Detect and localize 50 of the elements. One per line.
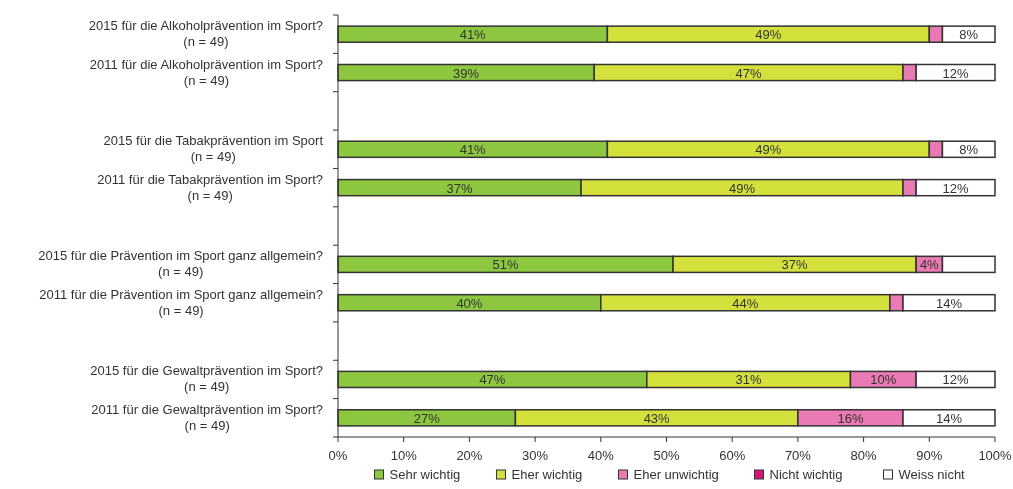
data-label: 40% (456, 295, 483, 311)
legend-label: Sehr wichtig (389, 467, 461, 482)
y-tick-label: 2011 für die Alkoholprävention im Sport? (n = 49) (89, 56, 323, 88)
data-label: 49% (755, 27, 782, 43)
data-label: 49% (755, 142, 782, 158)
x-tick-label: 50% (653, 448, 680, 463)
x-tick-label: 0% (328, 448, 348, 463)
data-label: 27% (413, 410, 441, 426)
data-label: 41% (459, 142, 487, 158)
y-tick-label: 2015 für die Gewaltprävention im Sport? (n = 49) (90, 363, 323, 395)
x-tick-label: 40% (587, 448, 615, 463)
data-label: 37% (781, 257, 809, 273)
data-label: 51% (492, 257, 519, 273)
y-tick-label: 2015 für die Alkoholprävention im Sport? (n = 49) (88, 18, 323, 50)
data-label: 16% (837, 410, 864, 426)
data-label: 8% (959, 142, 979, 158)
x-tick-label: 10% (390, 448, 418, 463)
data-label: 10% (870, 372, 897, 388)
x-tick-label: 90% (916, 448, 943, 463)
data-label: 47% (735, 65, 763, 81)
data-label: 39% (453, 65, 480, 81)
x-tick-label: 100% (978, 448, 1013, 463)
x-tick-label: 30% (522, 448, 549, 463)
data-label: 8% (959, 27, 979, 43)
data-label: 14% (935, 410, 963, 426)
x-tick-label: 80% (850, 448, 878, 463)
data-label: 14% (935, 295, 963, 311)
data-label: 37% (446, 180, 473, 196)
data-label: 12% (942, 180, 970, 196)
data-label: 31% (735, 372, 763, 388)
x-tick-label: 70% (784, 448, 812, 463)
data-label: 12% (942, 65, 970, 81)
y-tick-label: 2015 für die Tabakprävention im Sport (n = 49) (103, 133, 324, 165)
data-label: 41% (459, 27, 487, 43)
y-tick-label: 2011 für die Prävention im Sport ganz allgemein? (n = 49) (39, 286, 323, 318)
data-label: 4% (919, 257, 940, 273)
data-label: 43% (643, 410, 671, 426)
legend-label: Eher wichtig (511, 467, 583, 482)
y-tick-label: 2011 für die Gewaltprävention im Sport? (n = 49) (91, 401, 323, 433)
data-label: 12% (942, 372, 970, 388)
legend-label: Weiss nicht (898, 467, 966, 482)
y-tick-label: 2011 für die Tabakprävention im Sport? (n = 49) (97, 171, 323, 203)
x-tick-label: 20% (456, 448, 483, 463)
data-label: 44% (732, 295, 759, 311)
legend-label: Eher unwichtig (633, 467, 719, 482)
legend-label: Nicht wichtig (769, 467, 843, 482)
data-label: 47% (479, 372, 506, 388)
x-tick-label: 60% (719, 448, 746, 463)
data-label: 49% (729, 180, 756, 196)
y-tick-label: 2015 für die Prävention im Sport ganz allgemein? (n = 49) (38, 248, 323, 280)
